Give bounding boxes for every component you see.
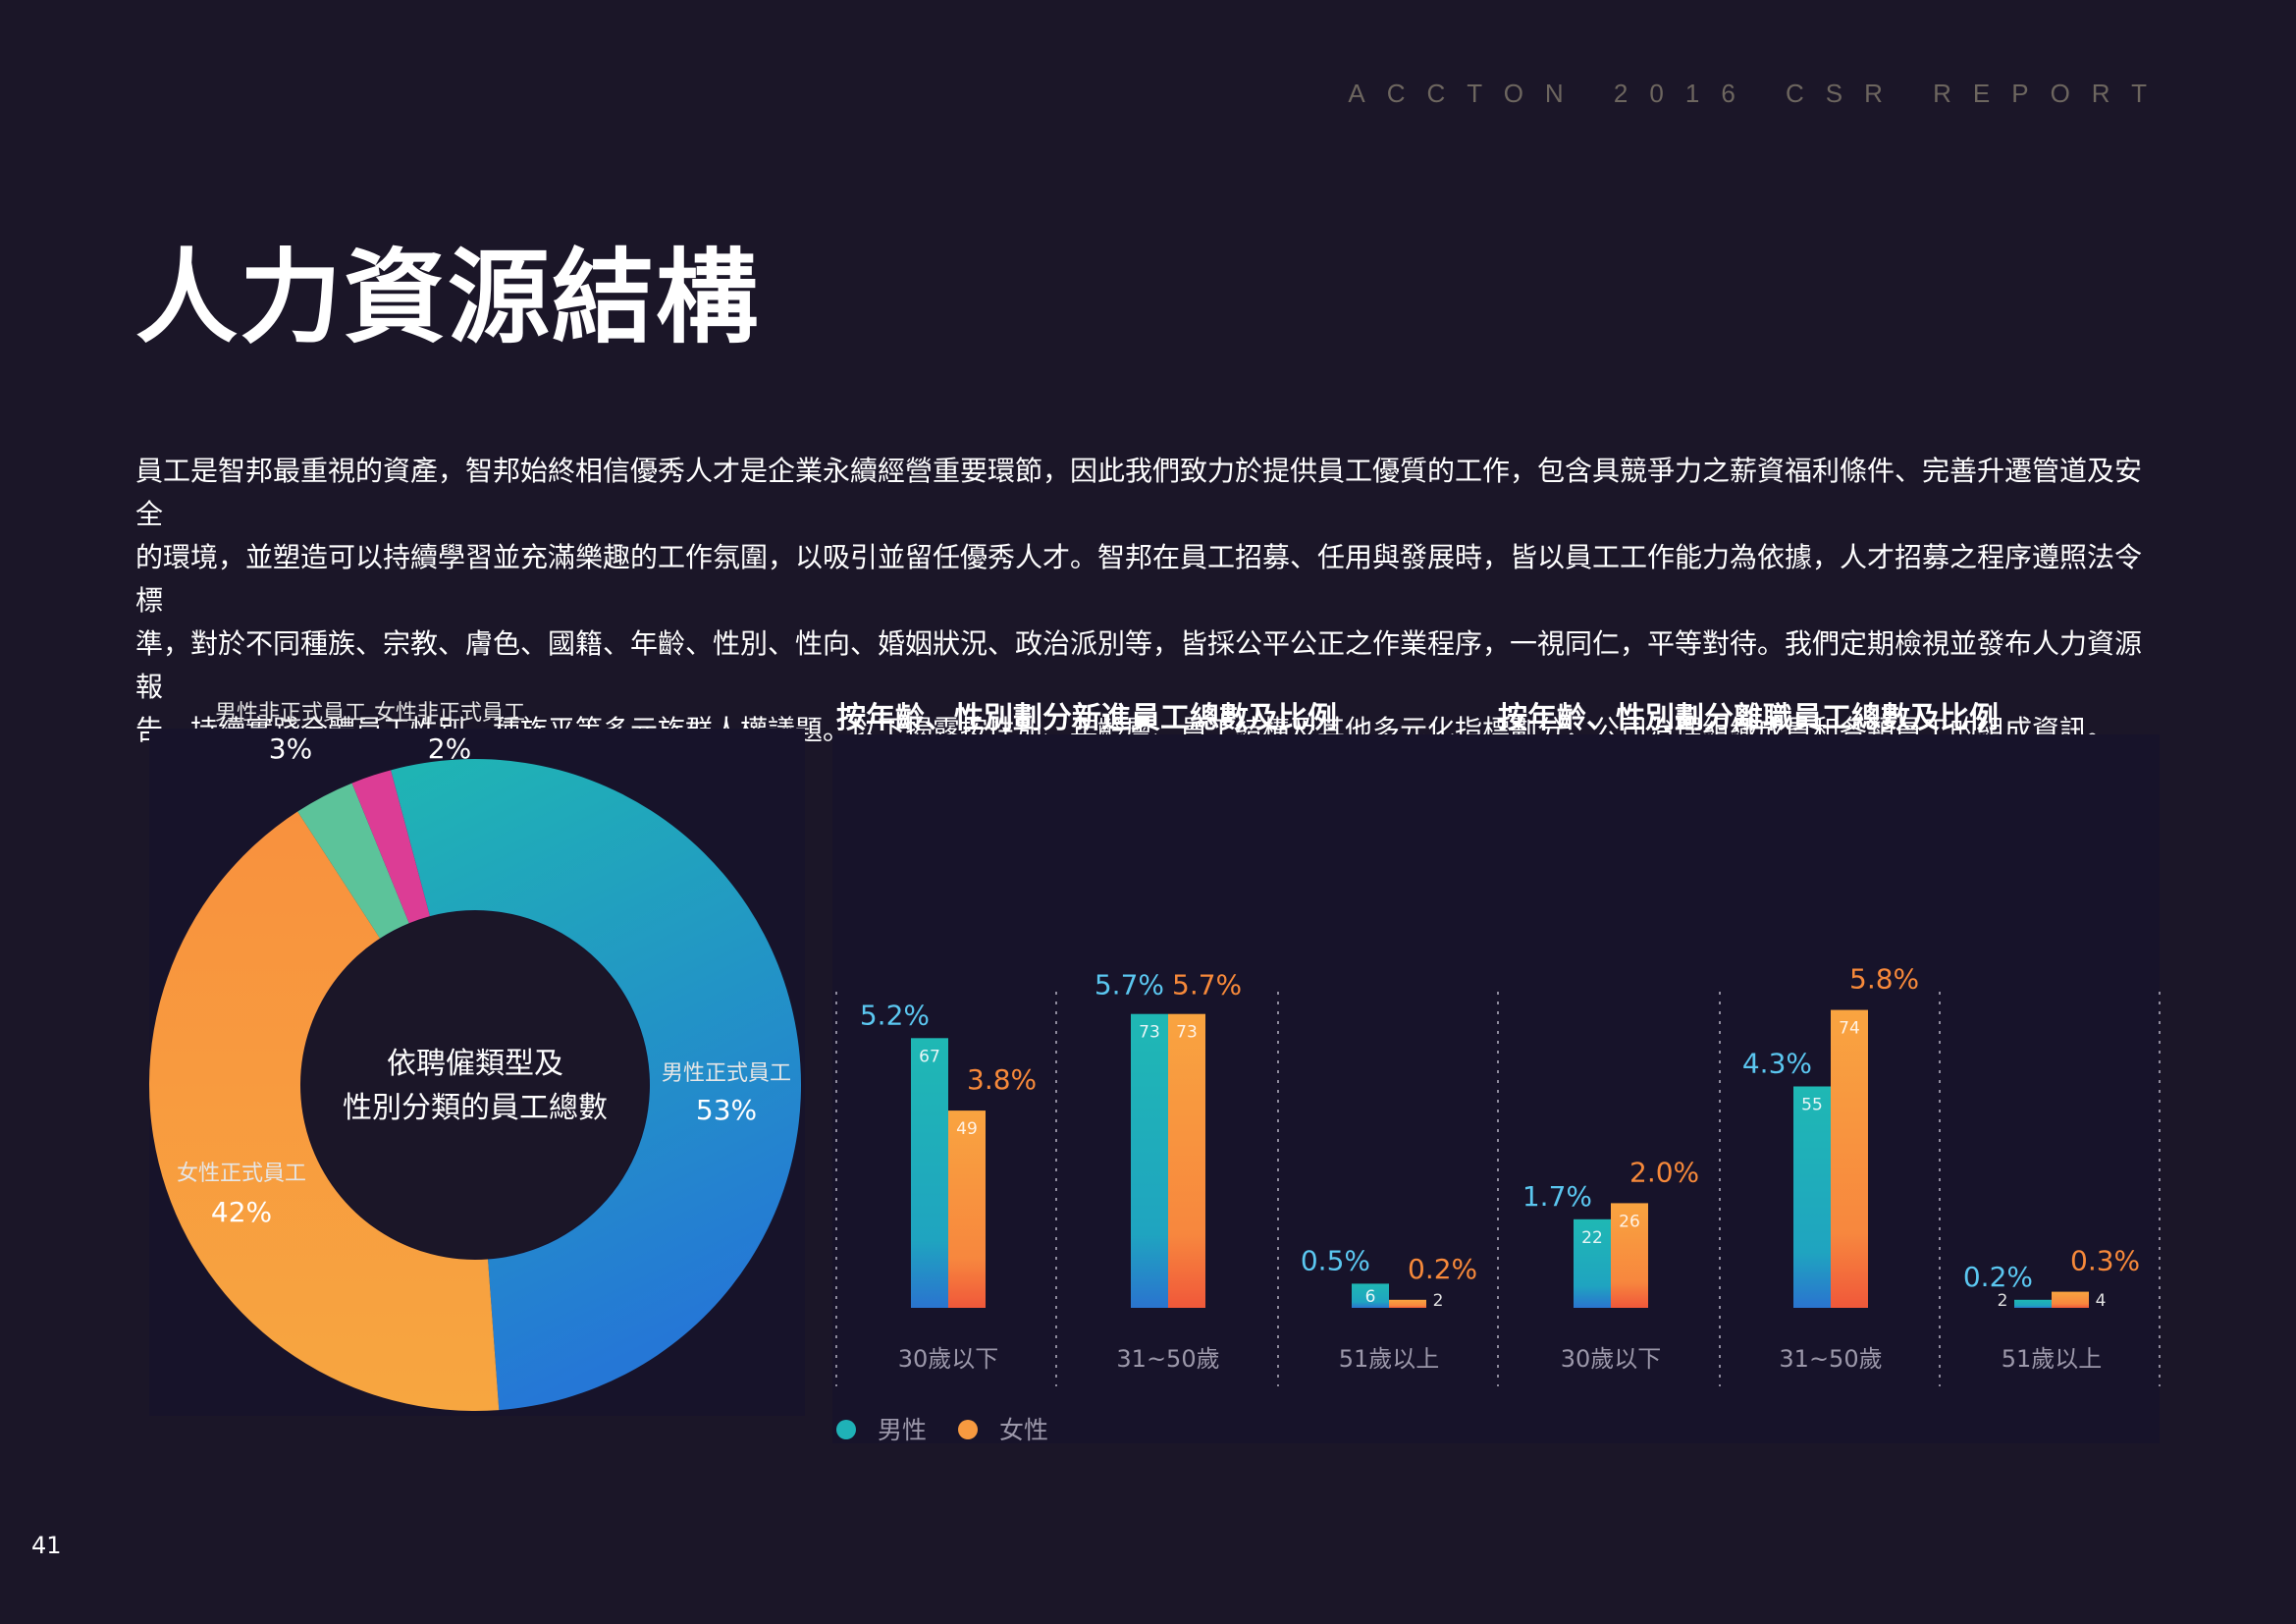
donut-slice-label: 男性非正式員工 (215, 701, 366, 726)
bar-value-label: 67 (919, 1047, 940, 1066)
bar-male (2014, 1299, 2052, 1308)
bar-female (1611, 1203, 1648, 1308)
legend-label: 女性 (999, 1416, 1048, 1444)
category-label: 51歲以上 (2002, 1345, 2103, 1373)
bar-female (1389, 1299, 1426, 1308)
bar-chart-title: 按年齡、性別劃分離職員工總數及比例 (1498, 701, 1999, 735)
bar-percent-label: 0.2% (1408, 1253, 1477, 1285)
legend-marker (958, 1420, 978, 1439)
intro-line: 準，對於不同種族、宗教、膚色、國籍、年齡、性別、性向、婚姻狀況、政治派別等，皆採… (135, 627, 2143, 703)
bar-percent-label: 2.0% (1629, 1156, 1699, 1188)
donut-slice-label: 男性正式員工 (662, 1061, 791, 1086)
bar-value-label: 2 (1998, 1291, 2008, 1311)
bar-percent-label: 0.2% (1963, 1261, 2033, 1293)
donut-hole (301, 911, 649, 1259)
donut-slice-label: 女性非正式員工 (374, 701, 525, 726)
bar-percent-label: 1.7% (1522, 1180, 1592, 1213)
legend-label: 男性 (878, 1416, 927, 1444)
bar-charts: 按年齡、性別劃分新進員工總數及比例 67 49 5.2% 3.8% 30歲以下 73 73 5.… (835, 701, 2161, 1444)
legend-marker (836, 1420, 856, 1439)
bar-male (1352, 1283, 1389, 1308)
donut-slice (351, 770, 430, 924)
bar-male (1793, 1086, 1831, 1308)
donut-slice (149, 811, 500, 1411)
bar-value-label: 4 (2096, 1291, 2107, 1311)
category-label: 31~50歲 (1116, 1345, 1219, 1373)
bar-value-label: 49 (956, 1119, 978, 1139)
donut-slice (391, 758, 802, 1411)
intro-line: 員工是智邦最重視的資產，智邦始終相信優秀人才是企業永續經營重要環節，因此我們致力… (135, 455, 2143, 530)
bar-female (2052, 1291, 2089, 1308)
donut-slice-value: 42% (211, 1196, 272, 1228)
bar-charts-panel (832, 734, 2160, 1443)
donut-slice (297, 783, 409, 939)
bar-value-label: 73 (1139, 1023, 1160, 1043)
bar-male (911, 1038, 948, 1308)
page-title: 人力資源結構 (135, 238, 761, 357)
bar-value-label: 26 (1619, 1212, 1640, 1231)
bar-value-label: 2 (1433, 1291, 1444, 1311)
bar-percent-label: 0.3% (2070, 1245, 2140, 1277)
category-label: 30歲以下 (1561, 1345, 1662, 1373)
bar-female (1168, 1013, 1205, 1308)
bar-value-label: 22 (1581, 1228, 1603, 1248)
bar-chart-title: 按年齡、性別劃分新進員工總數及比例 (836, 701, 1337, 735)
bar-male (1131, 1013, 1168, 1308)
bar-value-label: 6 (1365, 1287, 1376, 1307)
category-label: 51歲以上 (1339, 1345, 1440, 1373)
donut-slice-value: 3% (269, 732, 312, 765)
bar-percent-label: 0.5% (1301, 1244, 1370, 1276)
donut-slice-value: 2% (428, 732, 471, 765)
bar-percent-label: 5.8% (1849, 963, 1919, 996)
donut-slice-value: 53% (696, 1094, 757, 1126)
page-number: 41 (31, 1532, 62, 1559)
donut-title: 依聘僱類型及 (387, 1047, 563, 1081)
donut-slice-label: 女性正式員工 (177, 1162, 306, 1186)
bar-percent-label: 3.8% (967, 1063, 1037, 1096)
category-label: 31~50歲 (1779, 1345, 1882, 1373)
bar-value-label: 55 (1801, 1096, 1823, 1115)
bar-female (1831, 1009, 1868, 1308)
intro-line: 的環境，並塑造可以持續學習並充滿樂趣的工作氛圍，以吸引並留任優秀人才。智邦在員工… (135, 541, 2143, 617)
category-label: 30歲以下 (898, 1345, 999, 1373)
bar-female (948, 1110, 986, 1308)
bar-value-label: 73 (1176, 1023, 1198, 1043)
donut-title: 性別分類的員工總數 (343, 1091, 608, 1125)
bar-percent-label: 4.3% (1742, 1048, 1812, 1080)
bar-percent-label: 5.2% (860, 999, 930, 1031)
bar-value-label: 74 (1839, 1019, 1860, 1039)
bar-percent-label: 5.7% (1172, 969, 1242, 1001)
bar-percent-label: 5.7% (1095, 969, 1164, 1001)
report-header: ACCTON 2016 CSR REPORT (1348, 79, 2168, 108)
bar-male (1574, 1218, 1611, 1308)
